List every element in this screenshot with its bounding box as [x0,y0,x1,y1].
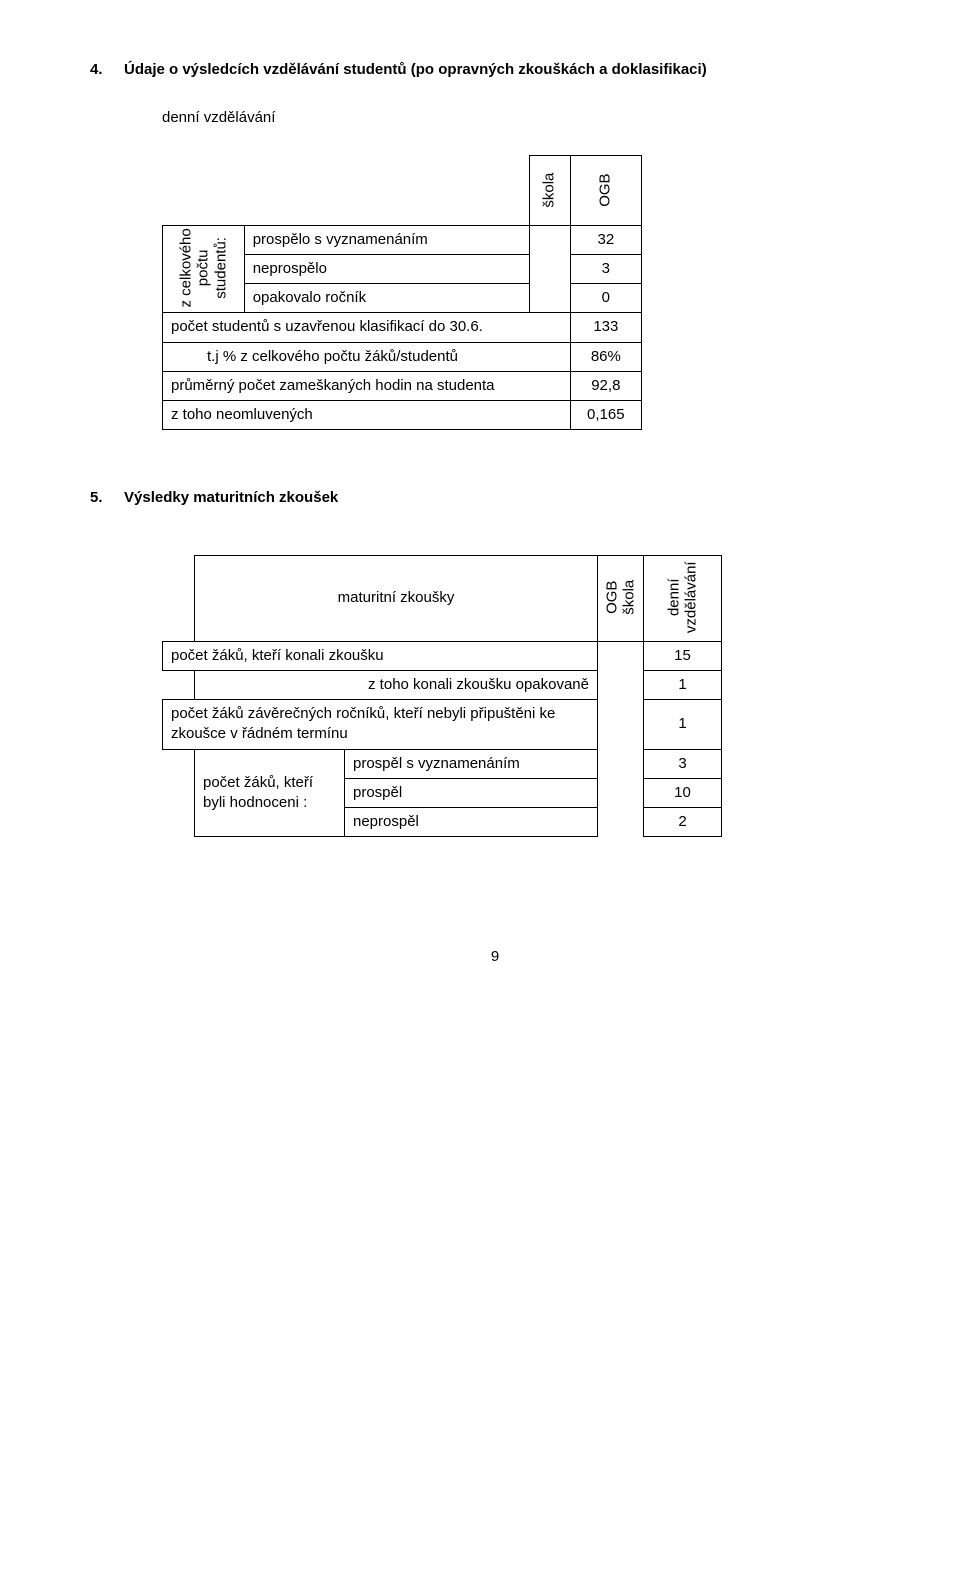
s5-r4-label: prospěl s vyznamenáním [345,749,598,778]
s5-r3-val: 1 [644,700,722,750]
s5-rg-label: počet žáků, kteří byli hodnoceni : [195,749,345,837]
r7-val: 0,165 [570,401,641,430]
section5-title: Výsledky maturitních zkoušek [124,488,338,508]
col-ogb: OGB [570,155,641,225]
rowgroup-z-celkoveho: z celkovéhopočtustudentů: [163,225,245,313]
section4-heading: 4. Údaje o výsledcích vzdělávání student… [90,60,900,80]
s5-r2-label: z toho konali zkoušku opakovaně [195,670,598,699]
section4-subtitle: denní vzdělávání [162,108,900,128]
section4-table: škola OGB z celkovéhopočtustudentů: pros… [162,155,642,431]
col-ogb-skola: OGBškola [598,555,644,641]
section4-number: 4. [90,60,124,80]
r2-val: 3 [570,254,641,283]
s5-r6-val: 2 [644,808,722,837]
section5-table: maturitní zkoušky OGBškola dennívzdělává… [162,555,722,838]
r3-val: 0 [570,284,641,313]
r3-label: opakovalo ročník [244,284,529,313]
section5-number: 5. [90,488,124,508]
s5-r1-val: 15 [644,641,722,670]
r6-val: 92,8 [570,371,641,400]
col-denni: dennívzdělávání [644,555,722,641]
page-number: 9 [90,947,900,967]
s5-r2-val: 1 [644,670,722,699]
r1-label: prospělo s vyznamenáním [244,225,529,254]
r4-val: 133 [570,313,641,342]
s5-r3-label: počet žáků závěrečných ročníků, kteří ne… [163,700,598,750]
s5-r1-label: počet žáků, kteří konali zkoušku [163,641,598,670]
head-maturitni: maturitní zkoušky [195,555,598,641]
section5-heading: 5. Výsledky maturitních zkoušek [90,488,900,508]
r7-label: z toho neomluvených [163,401,571,430]
s5-r4-val: 3 [644,749,722,778]
r5-label: t.j % z celkového počtu žáků/studentů [163,342,571,371]
r6-label: průměrný počet zameškaných hodin na stud… [163,371,571,400]
col-skola: škola [529,155,570,225]
s5-r5-label: prospěl [345,778,598,807]
r5-val: 86% [570,342,641,371]
s5-r6-label: neprospěl [345,808,598,837]
r2-label: neprospělo [244,254,529,283]
section4-title: Údaje o výsledcích vzdělávání studentů (… [124,60,707,80]
r4-label: počet studentů s uzavřenou klasifikací d… [163,313,571,342]
s5-r5-val: 10 [644,778,722,807]
r1-val: 32 [570,225,641,254]
